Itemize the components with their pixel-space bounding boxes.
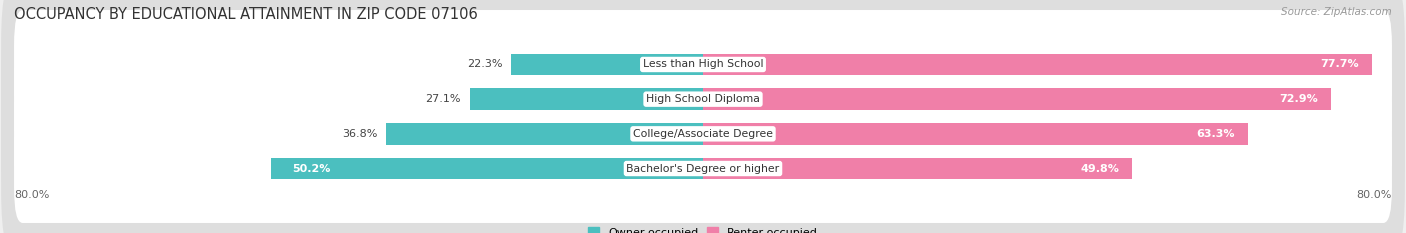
Text: Source: ZipAtlas.com: Source: ZipAtlas.com [1281,7,1392,17]
Text: High School Diploma: High School Diploma [647,94,759,104]
FancyBboxPatch shape [14,114,1392,223]
Text: 22.3%: 22.3% [467,59,502,69]
Bar [387,123,703,145]
Text: 50.2%: 50.2% [292,164,330,174]
Bar [703,54,1372,75]
Text: 80.0%: 80.0% [1357,190,1392,200]
Legend: Owner-occupied, Renter-occupied: Owner-occupied, Renter-occupied [583,223,823,233]
FancyBboxPatch shape [14,79,1392,188]
FancyBboxPatch shape [1,42,1405,226]
Text: 36.8%: 36.8% [342,129,377,139]
Text: 77.7%: 77.7% [1320,59,1360,69]
FancyBboxPatch shape [1,0,1405,156]
FancyBboxPatch shape [14,45,1392,154]
FancyBboxPatch shape [14,10,1392,119]
Text: Bachelor's Degree or higher: Bachelor's Degree or higher [627,164,779,174]
Text: 63.3%: 63.3% [1197,129,1236,139]
Text: 72.9%: 72.9% [1279,94,1317,104]
Bar [470,88,703,110]
Text: 27.1%: 27.1% [426,94,461,104]
FancyBboxPatch shape [1,7,1405,191]
Text: Less than High School: Less than High School [643,59,763,69]
FancyBboxPatch shape [1,77,1405,233]
Bar [510,54,703,75]
Text: College/Associate Degree: College/Associate Degree [633,129,773,139]
Bar [703,158,1132,179]
Text: 80.0%: 80.0% [14,190,49,200]
Text: 49.8%: 49.8% [1080,164,1119,174]
Bar [271,158,703,179]
Text: OCCUPANCY BY EDUCATIONAL ATTAINMENT IN ZIP CODE 07106: OCCUPANCY BY EDUCATIONAL ATTAINMENT IN Z… [14,7,478,22]
Bar [703,88,1331,110]
Bar [703,123,1249,145]
